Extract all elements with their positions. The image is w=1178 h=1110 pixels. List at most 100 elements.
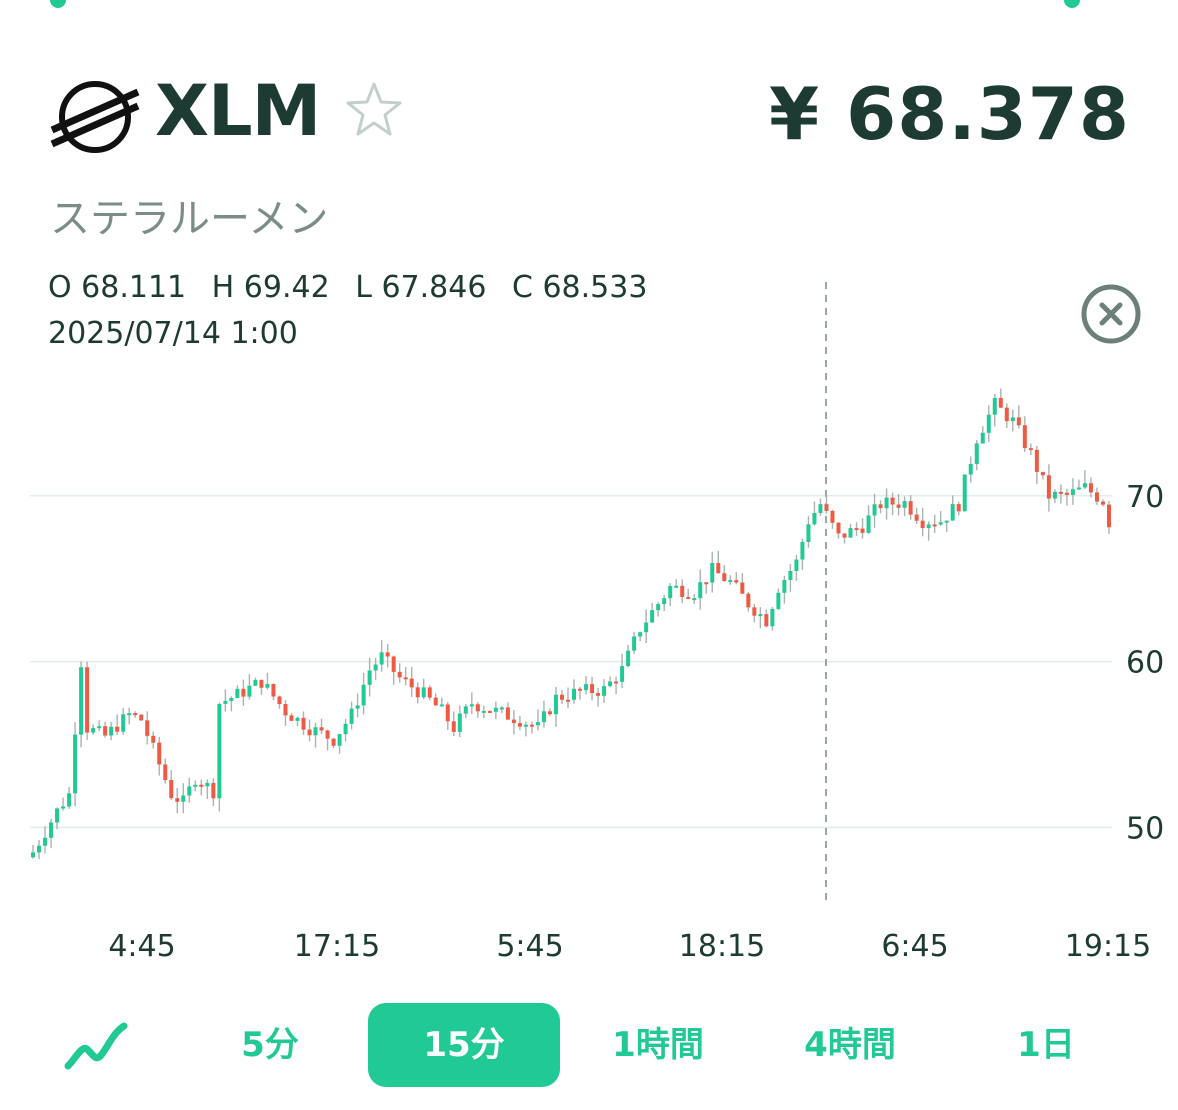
candle-body xyxy=(469,704,474,707)
candle-body xyxy=(433,697,438,706)
x-tick-label: 18:15 xyxy=(679,929,765,964)
line-chart-icon[interactable] xyxy=(62,1018,132,1074)
candle-body xyxy=(638,632,643,637)
candle-body xyxy=(632,636,637,651)
candle-body xyxy=(1034,449,1039,472)
candle-body xyxy=(61,806,66,809)
candle-body xyxy=(271,684,276,697)
candle-body xyxy=(217,703,222,799)
candle-body xyxy=(253,679,258,686)
candle-body xyxy=(932,524,937,527)
tab-15min[interactable]: 15分 xyxy=(368,1003,560,1087)
candle-body xyxy=(1046,475,1051,499)
candle-body xyxy=(764,614,769,627)
candle-body xyxy=(782,580,787,593)
ohlc-open: O 68.111 xyxy=(48,270,187,305)
candle-body xyxy=(151,735,156,743)
candle-body xyxy=(109,726,114,736)
candle-body xyxy=(283,704,288,716)
candle-body xyxy=(403,677,408,680)
x-tick-label: 17:15 xyxy=(294,929,380,964)
candle-body xyxy=(229,697,234,701)
candle-body xyxy=(415,687,420,698)
candle-body xyxy=(523,724,528,727)
candle-body xyxy=(547,711,552,715)
candle-body xyxy=(223,700,228,704)
x-tick-label: 5:45 xyxy=(496,929,563,964)
candle-body xyxy=(313,727,318,736)
candle-body xyxy=(451,721,456,732)
candle-body xyxy=(475,704,480,712)
candle-body xyxy=(505,707,510,720)
candle-body xyxy=(956,504,961,512)
candlestick-chart[interactable]: 50 60 70 4:45 17:15 5:45 18:15 6:45 19:15 xyxy=(0,270,1178,970)
candle-body xyxy=(43,837,48,846)
candle-body xyxy=(511,719,516,724)
y-tick-label: 60 xyxy=(1126,646,1164,681)
candle-body xyxy=(373,664,378,671)
tab-1day[interactable]: 1日 xyxy=(1017,1025,1075,1065)
tab-1hour[interactable]: 1時間 xyxy=(612,1025,704,1065)
stellar-logo-icon xyxy=(50,81,140,153)
candle-body xyxy=(974,443,979,464)
candle-body xyxy=(758,614,763,617)
coin-symbol: XLM xyxy=(155,70,321,152)
candle-body xyxy=(37,845,42,853)
candle-body xyxy=(127,713,132,716)
close-crosshair-button[interactable] xyxy=(1080,283,1142,345)
candle-body xyxy=(187,786,192,796)
candle-body xyxy=(878,504,883,509)
candle-body xyxy=(884,497,889,509)
candle-body xyxy=(397,671,402,678)
candle-body xyxy=(806,524,811,542)
candle-body xyxy=(445,704,450,722)
candle-body xyxy=(31,852,36,858)
tab-5min[interactable]: 5分 xyxy=(241,1025,299,1065)
ohlc-low: L 67.846 xyxy=(355,270,487,305)
candle-body xyxy=(277,696,282,705)
candle-body xyxy=(559,694,564,700)
candle-body xyxy=(716,563,721,574)
candle-body xyxy=(578,688,583,691)
candle-body xyxy=(199,784,204,787)
top-edge xyxy=(0,0,1178,14)
candle-body xyxy=(914,514,919,521)
candle-body xyxy=(896,504,901,508)
candle-body xyxy=(1004,407,1009,422)
candle-body xyxy=(1040,471,1045,476)
candle-body xyxy=(818,504,823,513)
candle-body xyxy=(836,522,841,534)
candle-body xyxy=(133,713,138,716)
candle-body xyxy=(115,726,120,732)
candle-body xyxy=(734,580,739,583)
candle-body xyxy=(1052,491,1057,499)
x-tick-label: 6:45 xyxy=(881,929,948,964)
candle-body xyxy=(427,687,432,698)
candle-body xyxy=(824,504,829,511)
candle-body xyxy=(626,650,631,667)
candle-body xyxy=(235,688,240,698)
star-outline-icon[interactable] xyxy=(344,80,404,140)
candle-body xyxy=(517,723,522,727)
candle-body xyxy=(463,706,468,714)
coin-name: ステラルーメン xyxy=(50,196,329,242)
current-price: ¥ 68.378 xyxy=(768,72,1130,156)
candle-body xyxy=(97,726,102,729)
candle-body xyxy=(1064,492,1069,495)
tab-4hour[interactable]: 4時間 xyxy=(804,1025,896,1065)
candle-body xyxy=(1076,487,1081,490)
candle-body xyxy=(710,563,715,583)
candle-body xyxy=(241,688,246,697)
candle-body xyxy=(487,710,492,713)
candle-body xyxy=(854,528,859,531)
x-tick-label: 4:45 xyxy=(108,929,175,964)
candle-body xyxy=(259,679,264,688)
top-nub-left xyxy=(50,0,66,8)
candle-body xyxy=(860,528,865,533)
candle-body xyxy=(1022,425,1027,449)
candle-body xyxy=(391,656,396,672)
candle-body xyxy=(608,681,613,687)
candle-body xyxy=(409,678,414,688)
candle-body xyxy=(85,667,90,733)
candle-body xyxy=(596,693,601,696)
